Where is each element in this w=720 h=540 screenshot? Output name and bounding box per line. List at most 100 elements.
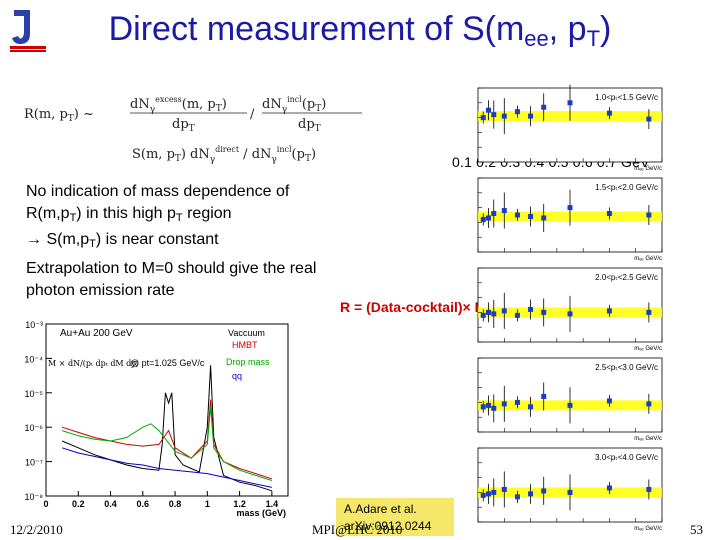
- footer-venue: MPI@LHC 2010: [312, 522, 403, 537]
- data-point: [606, 110, 612, 116]
- data-point: [480, 492, 486, 498]
- data-point: [528, 213, 534, 219]
- data-point: [646, 116, 652, 122]
- data-point: [501, 486, 507, 492]
- x-tick-label: 0.2: [72, 499, 85, 509]
- x-tick-label: 0: [43, 499, 48, 509]
- eq-s: S(m, pT) dNγdirect / dNγincl(pT): [132, 145, 316, 165]
- panel-pt-label: 1.5<pₜ<2.0 GeV/c: [595, 183, 658, 192]
- data-point: [567, 489, 573, 495]
- y-tick-label: 10⁻⁵: [25, 389, 44, 399]
- data-point: [480, 115, 486, 121]
- data-point: [501, 401, 507, 407]
- footer-date: 12/2/2010: [10, 522, 63, 537]
- data-point: [528, 306, 534, 312]
- x-tick-label: 1.2: [233, 499, 246, 509]
- legend-qq: qq: [232, 371, 242, 381]
- x-tick-label: 1: [205, 499, 210, 509]
- data-point: [486, 215, 492, 221]
- data-point: [486, 107, 492, 113]
- y-tick-label: 10⁻³: [25, 320, 43, 330]
- data-point: [606, 485, 612, 491]
- series-line-drop-mass: [61, 406, 273, 481]
- system-label: Au+Au 200 GeV: [60, 328, 133, 339]
- panel-x-title: mₑₑ GeV/c: [634, 436, 662, 442]
- panel-x-title: mₑₑ GeV/c: [634, 166, 662, 172]
- data-point: [541, 488, 547, 494]
- equation-block: R(m, pT) ~ dNγexcess(m, pT) dpT / dNγinc…: [22, 88, 392, 168]
- data-point: [480, 216, 486, 222]
- legend-hmbt: HMBT: [232, 340, 258, 350]
- series-line-vaccuum: [61, 365, 273, 492]
- data-point: [480, 404, 486, 410]
- data-point: [567, 205, 573, 211]
- institution-logo: [6, 4, 50, 54]
- data-point: [528, 404, 534, 410]
- data-point: [646, 212, 652, 218]
- data-point: [567, 311, 573, 317]
- y-tick-label: 10⁻⁸: [24, 492, 43, 502]
- panel-x-title: mₑₑ GeV/c: [634, 526, 662, 532]
- data-point: [491, 112, 497, 118]
- data-point: [491, 405, 497, 411]
- data-point: [514, 109, 520, 115]
- data-point: [606, 211, 612, 217]
- eq-r-den2: dpT: [298, 117, 321, 134]
- panel-x-title: mₑₑ GeV/c: [634, 346, 662, 352]
- data-point: [541, 215, 547, 221]
- data-point: [646, 486, 652, 492]
- plot-frame: [45, 323, 289, 497]
- eq-r-lhs: R(m, pT) ~: [24, 107, 94, 124]
- data-point: [567, 100, 573, 106]
- panel-pt-label: 3.0<pₜ<4.0 GeV/c: [595, 453, 658, 462]
- data-point: [491, 211, 497, 217]
- data-point: [514, 494, 520, 500]
- eq-slash: /: [250, 107, 255, 122]
- reference-arxiv: arXiv:0912.0244: [344, 519, 432, 533]
- slide-title: Direct measurement of S(mee, pT): [108, 10, 612, 51]
- pt-label: @ pt=1.025 GeV/c: [130, 358, 205, 368]
- theory-spectrum-plot: 10⁻³ 10⁻⁴ 10⁻⁵ 10⁻⁶ 10⁻⁷ 10⁻⁸ 0 0.2 0.4 0.6 0.8 1 1.…: [10, 318, 295, 518]
- data-point: [606, 308, 612, 314]
- series-line-qq: [61, 447, 273, 488]
- data-point: [486, 309, 492, 315]
- data-point: [501, 208, 507, 214]
- extrapolation-text: Extrapolation to M=0 should give the rea…: [26, 260, 317, 299]
- y-tick-label: 10⁻⁴: [24, 354, 43, 364]
- y-tick-label: 10⁻⁶: [25, 423, 44, 433]
- data-point: [480, 312, 486, 318]
- panel-x-title: mₑₑ GeV/c: [634, 256, 662, 262]
- x-tick-label: 0.6: [137, 499, 150, 509]
- data-point: [528, 491, 534, 497]
- data-point: [486, 402, 492, 408]
- data-point: [501, 308, 507, 314]
- eq-r-den1: dpT: [172, 117, 195, 134]
- data-point: [541, 104, 547, 110]
- x-axis-label: mass (GeV): [236, 508, 286, 518]
- x-tick-label: 1.4: [266, 499, 279, 509]
- legend-drop-mass: Drop mass: [226, 357, 270, 367]
- eq-r-num1: dNγexcess(m, pT): [130, 95, 227, 115]
- data-point: [491, 489, 497, 495]
- x-tick-label: 0.8: [169, 499, 182, 509]
- reference-box: A.Adare et al. arXiv:0912.0244: [336, 498, 454, 536]
- y-tick-label: 10⁻⁷: [25, 458, 43, 468]
- data-point: [606, 398, 612, 404]
- observation-text: No indication of mass dependence of R(m,…: [26, 183, 290, 250]
- data-point: [514, 399, 520, 405]
- data-point: [528, 113, 534, 119]
- panel-pt-label: 1.0<pₜ<1.5 GeV/c: [595, 93, 658, 102]
- data-point: [567, 402, 573, 408]
- data-point: [646, 309, 652, 315]
- data-point: [514, 312, 520, 318]
- page-number: 53: [690, 522, 703, 537]
- data-point: [486, 491, 492, 497]
- data-point: [646, 401, 652, 407]
- panel-pt-label: 2.5<pₜ<3.0 GeV/c: [595, 363, 658, 372]
- r-ratio-panels: 1.0<pₜ<1.5 GeV/c mₑₑ GeV/c 1.5<pₜ<2.0 GeV/…: [448, 82, 710, 532]
- reference-authors: A.Adare et al.: [344, 502, 417, 516]
- panel-pt-label: 2.0<pₜ<2.5 GeV/c: [595, 273, 658, 282]
- data-point: [514, 212, 520, 218]
- data-point: [541, 309, 547, 315]
- eq-r-num2: dNγincl(pT): [262, 95, 326, 115]
